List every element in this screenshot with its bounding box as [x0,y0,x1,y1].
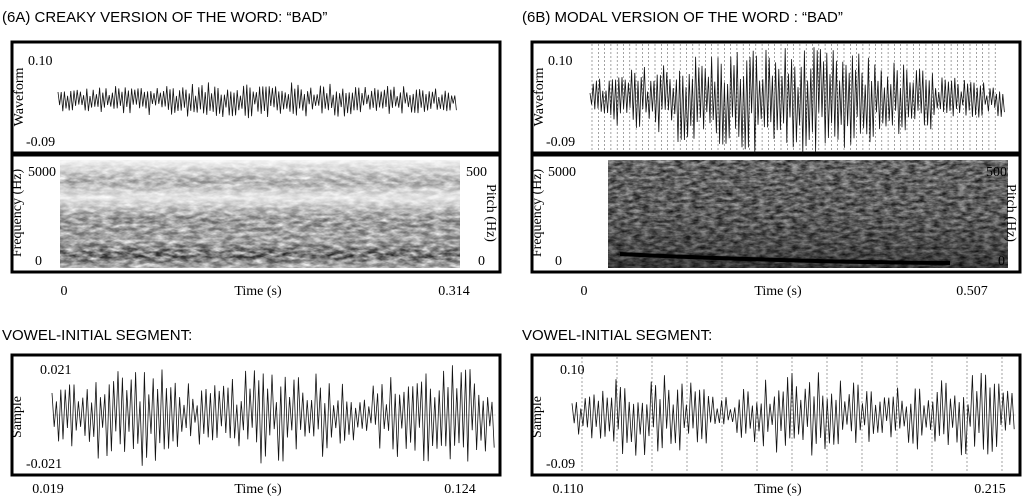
y-axis-label: Sample [10,396,25,438]
y-axis-label: Sample [530,396,545,438]
spectrogram-noise [608,160,1008,268]
pitch-track [619,252,951,265]
waveform [57,82,457,119]
y2-top-label: 500 [466,165,487,180]
y-bottom-label: -0.09 [26,135,55,150]
spectrogram-frame [10,153,502,274]
x-axis-label: Time (s) [754,482,802,497]
y-bottom-label: 0 [35,254,42,269]
y2-top-label: 500 [986,165,1007,180]
panel-title: (6A) CREAKY VERSION OF THE WORD: “BAD” [2,9,327,26]
y-top-label: 0.021 [40,363,72,378]
y-axis-label: Waveform [12,68,27,127]
waveform [589,47,1005,154]
segment-waveform [51,365,495,466]
segment-title: VOWEL-INITIAL SEGMENT: [522,327,712,344]
x-start-label: 0 [61,284,68,299]
y-bottom-label: 0 [555,254,562,269]
y-axis-label: Frequency (Hz) [10,169,25,258]
panel-title: (6B) MODAL VERSION OF THE WORD : “BAD” [522,9,843,26]
y-bottom-label: -0.09 [546,457,575,472]
x-end-label: 0.124 [444,482,476,497]
segment-frame [530,353,1022,477]
x-axis-label: Time (s) [234,482,282,497]
spectrogram-noise [60,160,460,268]
x-start-label: 0 [581,284,588,299]
y2-bottom-label: 0 [478,254,485,269]
x-axis-label: Time (s) [754,284,802,299]
waveform-frame [10,40,502,155]
segment-waveform [571,372,1015,456]
y-axis-label: Waveform [532,68,547,127]
y-axis-label: Frequency (Hz) [530,169,545,258]
y-top-label: 0.10 [28,54,53,69]
y-top-label: 5000 [28,165,56,180]
y-bottom-label: -0.021 [26,457,62,472]
x-axis-label: Time (s) [234,284,282,299]
x-end-label: 0.314 [438,284,470,299]
y-top-label: 0.10 [548,54,573,69]
waveform-frame [530,40,1022,155]
y-top-label: 5000 [548,165,576,180]
x-start-label: 0.110 [553,482,584,497]
x-end-label: 0.507 [956,284,988,299]
segment-title: VOWEL-INITIAL SEGMENT: [2,327,192,344]
segment-frame [10,353,502,477]
x-start-label: 0.019 [32,482,64,497]
y2-axis-label: Pitch (Hz) [1003,184,1018,242]
y-top-label: 0.10 [560,363,585,378]
y-bottom-label: -0.09 [546,135,575,150]
y2-bottom-label: 0 [998,254,1005,269]
spectrogram-frame [530,153,1022,274]
y2-axis-label: Pitch (Hz) [483,184,498,242]
x-end-label: 0.215 [974,482,1006,497]
